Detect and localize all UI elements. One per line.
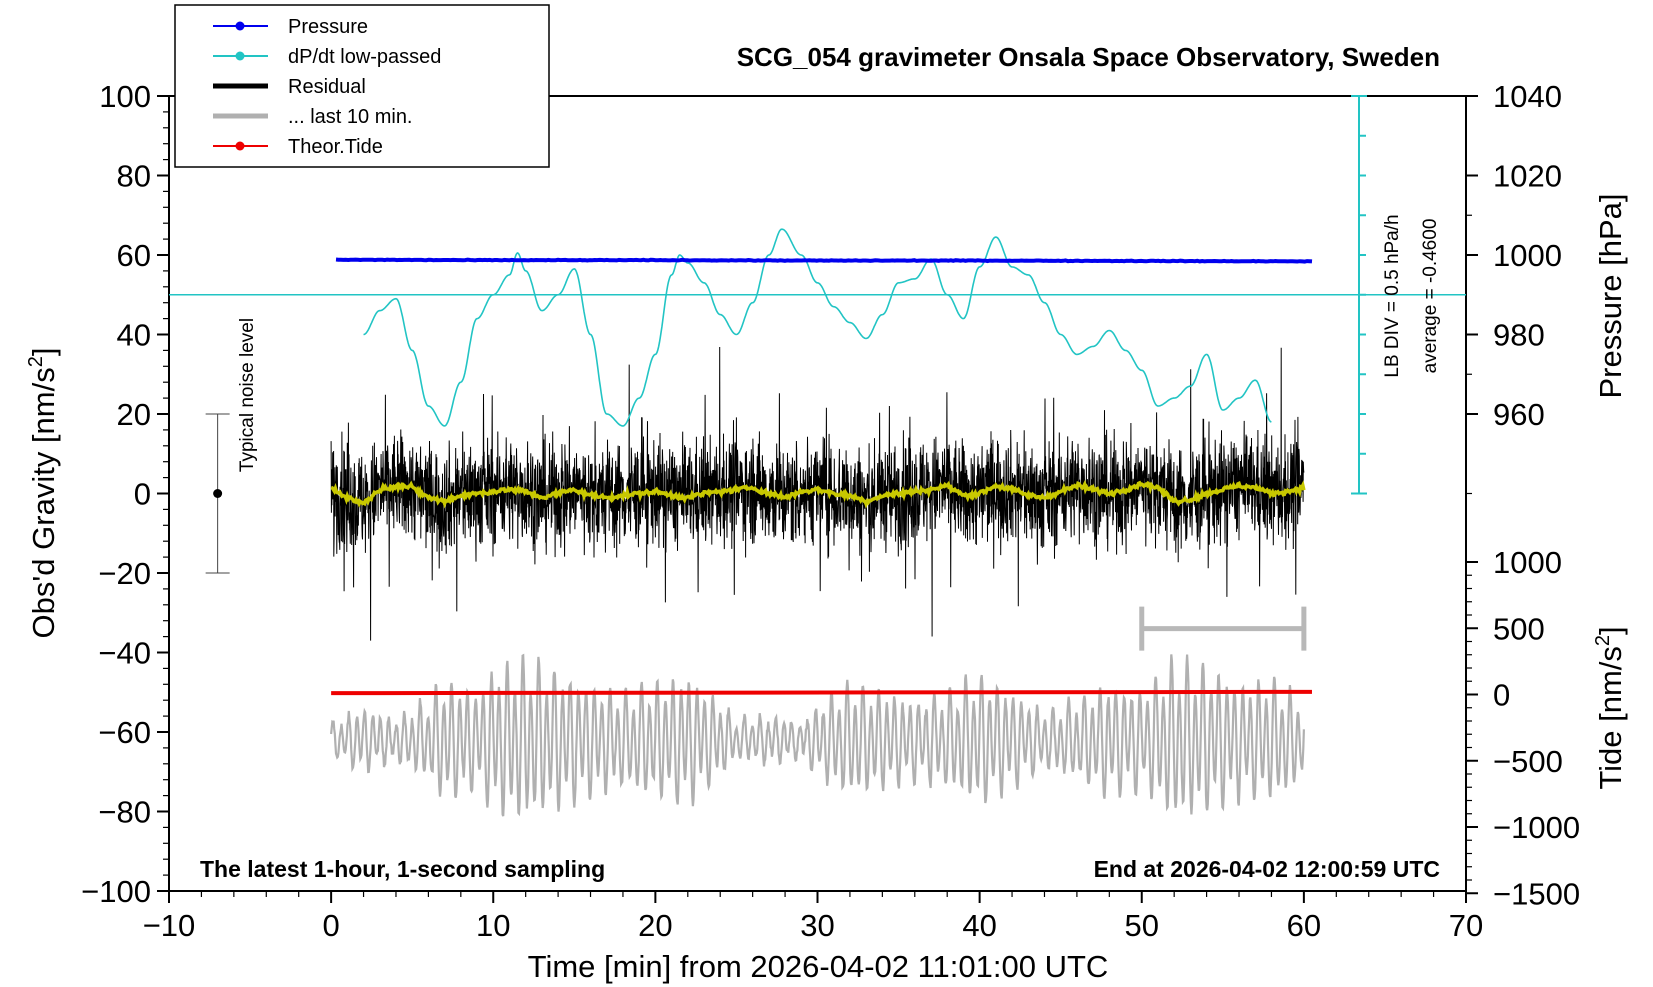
x-axis-title: Time [min] from 2026-04-02 11:01:00 UTC bbox=[528, 949, 1109, 984]
tide-tick-label: −1000 bbox=[1493, 810, 1580, 845]
y-axis-left: −100 −80 −60 −40 −20 0 20 40 60 80 100 bbox=[81, 79, 169, 909]
y-axis-tide: 1000 500 0 −500 −1000 −1500 bbox=[1466, 545, 1580, 911]
annotation-marks bbox=[205, 413, 1307, 651]
last-10-min-series bbox=[330, 653, 1305, 817]
residual-series bbox=[330, 346, 1305, 641]
y-axis-title-left: Obs'd Gravity [nm/s2] bbox=[25, 348, 61, 639]
legend-item-residual: Residual bbox=[213, 76, 366, 98]
footer-right: End at 2026-04-02 12:00:59 UTC bbox=[1094, 856, 1440, 882]
y-tick-label: −80 bbox=[98, 795, 151, 830]
legend-pressure-label: Pressure bbox=[288, 16, 368, 38]
x-tick-label: 40 bbox=[962, 908, 996, 943]
legend: Pressure dP/dt low-passed Residual ... l… bbox=[174, 4, 550, 168]
dpdt-average-label: average = -0.4600 bbox=[1420, 219, 1441, 374]
x-tick-label: 60 bbox=[1287, 908, 1321, 943]
legend-last10-label: ... last 10 min. bbox=[288, 106, 413, 128]
pressure-tick-label: 1040 bbox=[1493, 79, 1562, 114]
residual-line bbox=[330, 346, 1305, 641]
residual-smoothed-series bbox=[330, 479, 1306, 509]
pressure-line bbox=[335, 257, 1313, 264]
residual-smoothed-line bbox=[330, 479, 1306, 509]
legend-tide-label: Theor.Tide bbox=[288, 136, 383, 158]
y-tick-label: 80 bbox=[117, 159, 151, 194]
legend-pressure-marker bbox=[235, 21, 245, 31]
legend-tide-marker bbox=[235, 141, 245, 151]
x-tick-label: 30 bbox=[800, 908, 834, 943]
x-axis: −10 0 10 20 30 40 50 60 70 bbox=[143, 891, 1483, 943]
x-tick-label: 50 bbox=[1125, 908, 1159, 943]
tide-tick-label: 500 bbox=[1493, 611, 1545, 646]
tide-tick-label: 1000 bbox=[1493, 545, 1562, 580]
tide-tick-label: −1500 bbox=[1493, 876, 1580, 911]
pressure-series bbox=[335, 257, 1313, 264]
y-tick-label: −100 bbox=[81, 874, 151, 909]
legend-item-last10: ... last 10 min. bbox=[213, 106, 413, 128]
x-tick-label: 20 bbox=[638, 908, 672, 943]
theor-tide-line bbox=[331, 689, 1312, 696]
legend-item-dpdt: dP/dt low-passed bbox=[213, 46, 441, 68]
legend-dpdt-marker bbox=[235, 51, 245, 61]
y-axis-title-pressure: Pressure [hPa] bbox=[1593, 193, 1628, 398]
pressure-tick-label: 980 bbox=[1493, 318, 1545, 353]
x-tick-label: 10 bbox=[476, 908, 510, 943]
last-10-min-line bbox=[330, 653, 1305, 817]
chart-title: SCG_054 gravimeter Onsala Space Observat… bbox=[737, 42, 1440, 72]
y-tick-label: 60 bbox=[117, 238, 151, 273]
pressure-tick-label: 960 bbox=[1493, 397, 1545, 432]
x-tick-label: −10 bbox=[143, 908, 196, 943]
noise-level-label: Typical noise level bbox=[237, 318, 258, 472]
x-tick-label: 0 bbox=[323, 908, 340, 943]
y-tick-label: 100 bbox=[99, 79, 151, 114]
legend-residual-label: Residual bbox=[288, 76, 366, 98]
x-tick-label: 70 bbox=[1449, 908, 1483, 943]
tide-tick-label: −500 bbox=[1493, 744, 1563, 779]
pressure-tick-label: 1000 bbox=[1493, 238, 1562, 273]
y-tick-label: 40 bbox=[117, 318, 151, 353]
y-tick-label: 20 bbox=[117, 397, 151, 432]
y-tick-label: 0 bbox=[134, 477, 151, 512]
y-axis-pressure: 960 980 1000 1020 1040 bbox=[1466, 79, 1562, 495]
theor-tide-series bbox=[331, 689, 1312, 696]
legend-item-tide: Theor.Tide bbox=[213, 136, 383, 158]
legend-dpdt-label: dP/dt low-passed bbox=[288, 46, 441, 68]
pressure-tick-label: 1020 bbox=[1493, 159, 1562, 194]
y-tick-label: −60 bbox=[98, 715, 151, 750]
dpdt-scale-label: LB DIV = 0.5 hPa/h bbox=[1382, 214, 1403, 377]
y-axis-title-tide: Tide [nm/s2] bbox=[1592, 626, 1628, 789]
tide-tick-label: 0 bbox=[1493, 678, 1510, 713]
y-tick-label: −40 bbox=[98, 636, 151, 671]
legend-item-pressure: Pressure bbox=[213, 16, 368, 38]
noise-bar-center bbox=[213, 489, 223, 498]
y-tick-label: −20 bbox=[98, 556, 151, 591]
footer-left: The latest 1-hour, 1-second sampling bbox=[200, 856, 605, 882]
